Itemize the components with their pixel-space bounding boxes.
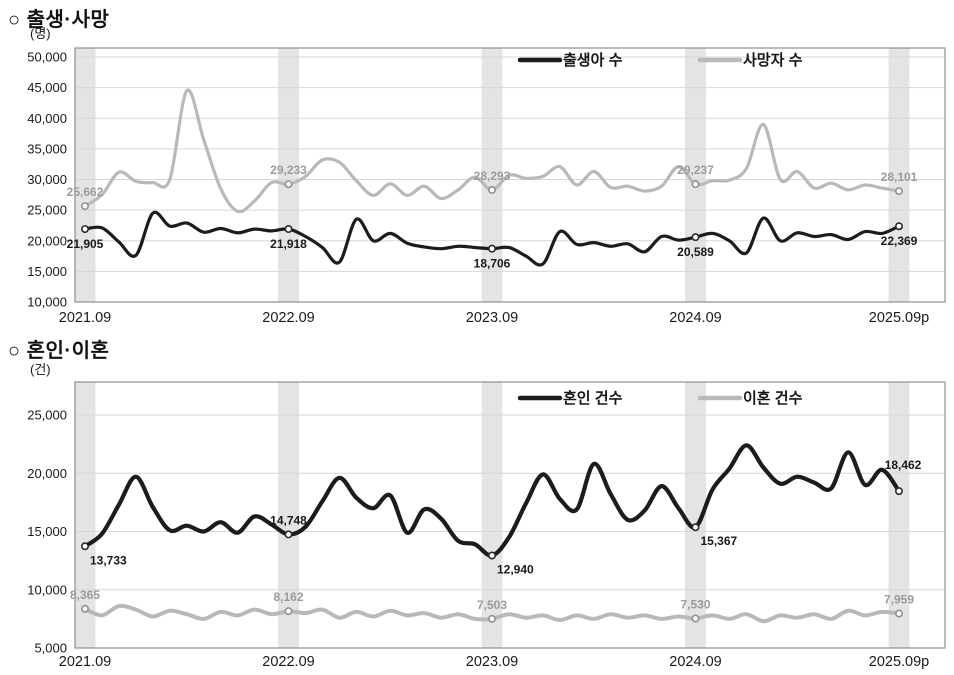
section-title-marriage-divorce: ○ 혼인·이혼 — [8, 340, 110, 362]
marriages-marker — [487, 551, 496, 560]
births-marker — [894, 222, 903, 231]
september-highlight-band — [888, 48, 910, 302]
y-tick-label: 40,000 — [27, 111, 67, 126]
x-tick-label: 2022.09 — [262, 310, 314, 326]
deaths-value-label: 28,293 — [474, 169, 511, 183]
deaths-marker — [284, 180, 293, 189]
divorces-marker — [81, 604, 90, 613]
divorces-value-label: 7,530 — [680, 598, 710, 612]
marriages-marker — [691, 523, 700, 532]
y-tick-label: 45,000 — [27, 80, 67, 95]
births-value-label: 22,369 — [881, 234, 918, 248]
y-tick-label: 50,000 — [27, 50, 67, 65]
deaths-value-label: 25,662 — [67, 185, 104, 199]
divorces-marker — [691, 614, 700, 623]
deaths-value-label: 28,101 — [881, 170, 918, 184]
deaths-marker — [81, 202, 90, 211]
september-highlight-band — [685, 382, 706, 648]
plot-border — [74, 381, 946, 649]
marriages-marker — [894, 487, 903, 496]
divorces-value-label: 7,959 — [884, 593, 914, 607]
deaths-marker — [894, 187, 903, 196]
y-tick-label: 25,000 — [27, 408, 67, 423]
y-axis-unit-label: (건) — [30, 362, 51, 377]
marriages-value-label: 14,748 — [270, 513, 307, 527]
y-tick-label: 25,000 — [27, 203, 67, 218]
divorces-marker — [284, 607, 293, 616]
x-tick-label: 2025.09p — [869, 654, 929, 670]
september-highlight-band — [278, 382, 299, 648]
births-marker — [81, 225, 90, 234]
y-tick-label: 10,000 — [27, 582, 67, 597]
divorces-marker — [894, 609, 903, 618]
divorces-value-label: 8,365 — [70, 588, 100, 602]
september-highlight-band — [481, 48, 503, 302]
births-value-label: 21,905 — [67, 237, 104, 251]
legend-label-divorces: 이혼 건수 — [743, 390, 803, 407]
section-title-birth-death: ○ 출생·사망 — [8, 9, 110, 31]
births-value-label: 21,918 — [270, 237, 307, 251]
marriages-marker — [284, 530, 293, 539]
y-tick-label: 30,000 — [27, 172, 67, 187]
september-highlight-band — [481, 382, 503, 648]
plot-border — [74, 47, 946, 303]
september-highlight-band — [75, 382, 96, 648]
x-tick-label: 2024.09 — [669, 310, 721, 326]
y-tick-label: 5,000 — [34, 641, 67, 656]
september-highlight-band — [888, 382, 910, 648]
x-tick-label: 2021.09 — [59, 654, 111, 670]
divorces-value-label: 8,162 — [273, 590, 303, 604]
y-tick-label: 35,000 — [27, 141, 67, 156]
marriages-value-label: 12,940 — [497, 562, 534, 576]
y-tick-label: 15,000 — [27, 524, 67, 539]
births-marker — [691, 233, 700, 242]
births-marker — [284, 225, 293, 234]
september-highlight-band — [75, 48, 96, 302]
y-tick-label: 10,000 — [27, 295, 67, 310]
deaths-marker — [691, 180, 700, 189]
divorces-marker — [487, 614, 496, 623]
y-tick-label: 20,000 — [27, 233, 67, 248]
x-tick-label: 2024.09 — [669, 654, 721, 670]
september-highlight-band — [278, 48, 299, 302]
y-tick-label: 20,000 — [27, 466, 67, 481]
x-tick-label: 2025.09p — [869, 310, 929, 326]
x-tick-label: 2023.09 — [466, 654, 518, 670]
marriages-value-label: 18,462 — [885, 458, 922, 472]
legend-label-marriages: 혼인 건수 — [563, 389, 623, 407]
legend-label-births: 출생아 수 — [563, 52, 623, 69]
divorces-value-label: 7,503 — [477, 598, 507, 612]
deaths-value-label: 29,233 — [270, 163, 307, 177]
y-axis-unit-label: (명) — [30, 26, 51, 41]
births-value-label: 20,589 — [677, 245, 714, 259]
x-tick-label: 2023.09 — [466, 310, 518, 326]
births-marker — [487, 244, 496, 253]
y-tick-label: 15,000 — [27, 264, 67, 279]
legend-label-deaths: 사망자 수 — [743, 51, 803, 69]
births-value-label: 18,706 — [474, 257, 511, 271]
deaths-value-label: 29,237 — [677, 163, 714, 177]
marriage-divorce-chart: 5,000 10,000 15,000 20,000 25,000 2021.09 2022… — [27, 362, 946, 670]
x-tick-label: 2021.09 — [59, 310, 111, 326]
birth-death-chart: 10,000 15,000 20,000 25,000 30,000 35,000 40,0… — [27, 26, 946, 326]
deaths-marker — [487, 185, 496, 194]
marriages-value-label: 13,733 — [90, 553, 127, 567]
marriages-marker — [81, 542, 90, 551]
x-tick-label: 2022.09 — [262, 654, 314, 670]
marriages-value-label: 15,367 — [701, 534, 738, 548]
